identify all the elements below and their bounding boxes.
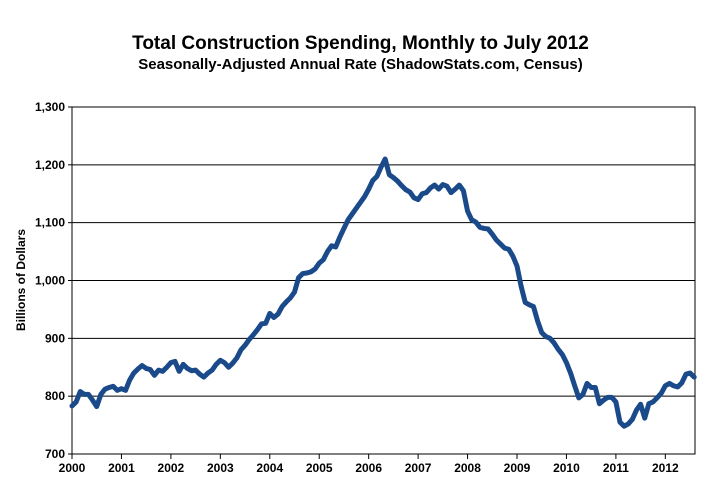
x-tick-label: 2007 bbox=[405, 461, 432, 475]
x-tick-label: 2008 bbox=[454, 461, 481, 475]
x-tick-label: 2003 bbox=[207, 461, 234, 475]
x-tick-label: 2004 bbox=[256, 461, 283, 475]
y-tick-label: 1,200 bbox=[35, 158, 65, 172]
y-tick-label: 1,000 bbox=[35, 274, 65, 288]
y-tick-label: 700 bbox=[45, 447, 65, 461]
x-tick-label: 2012 bbox=[652, 461, 679, 475]
x-axis: 2000 2001 2002 2003 2004 2005 2006 2007 2008 2009… bbox=[59, 454, 679, 475]
series-line-total-construction bbox=[69, 156, 697, 429]
x-tick-label: 2010 bbox=[553, 461, 580, 475]
chart-title: Total Construction Spending, Monthly to … bbox=[132, 33, 589, 54]
y-tick-label: 800 bbox=[45, 389, 65, 403]
x-tick-label: 2000 bbox=[59, 461, 86, 475]
chart-subtitle: Seasonally-Adjusted Annual Rate (ShadowS… bbox=[138, 56, 583, 73]
y-axis: 700 800 900 1,000 1,100 1,200 1,300 bbox=[35, 100, 72, 461]
y-tick-label: 900 bbox=[45, 331, 65, 345]
x-tick-label: 2011 bbox=[603, 461, 629, 475]
x-tick-label: 2006 bbox=[355, 461, 382, 475]
x-tick-label: 2002 bbox=[158, 461, 185, 475]
y-tick-label: 1,300 bbox=[35, 100, 65, 114]
x-tick-label: 2005 bbox=[306, 461, 333, 475]
y-tick-label: 1,100 bbox=[35, 216, 65, 230]
y-axis-title: Billions of Dollars bbox=[14, 229, 28, 331]
x-tick-label: 2001 bbox=[108, 461, 135, 475]
x-tick-label: 2009 bbox=[504, 461, 531, 475]
